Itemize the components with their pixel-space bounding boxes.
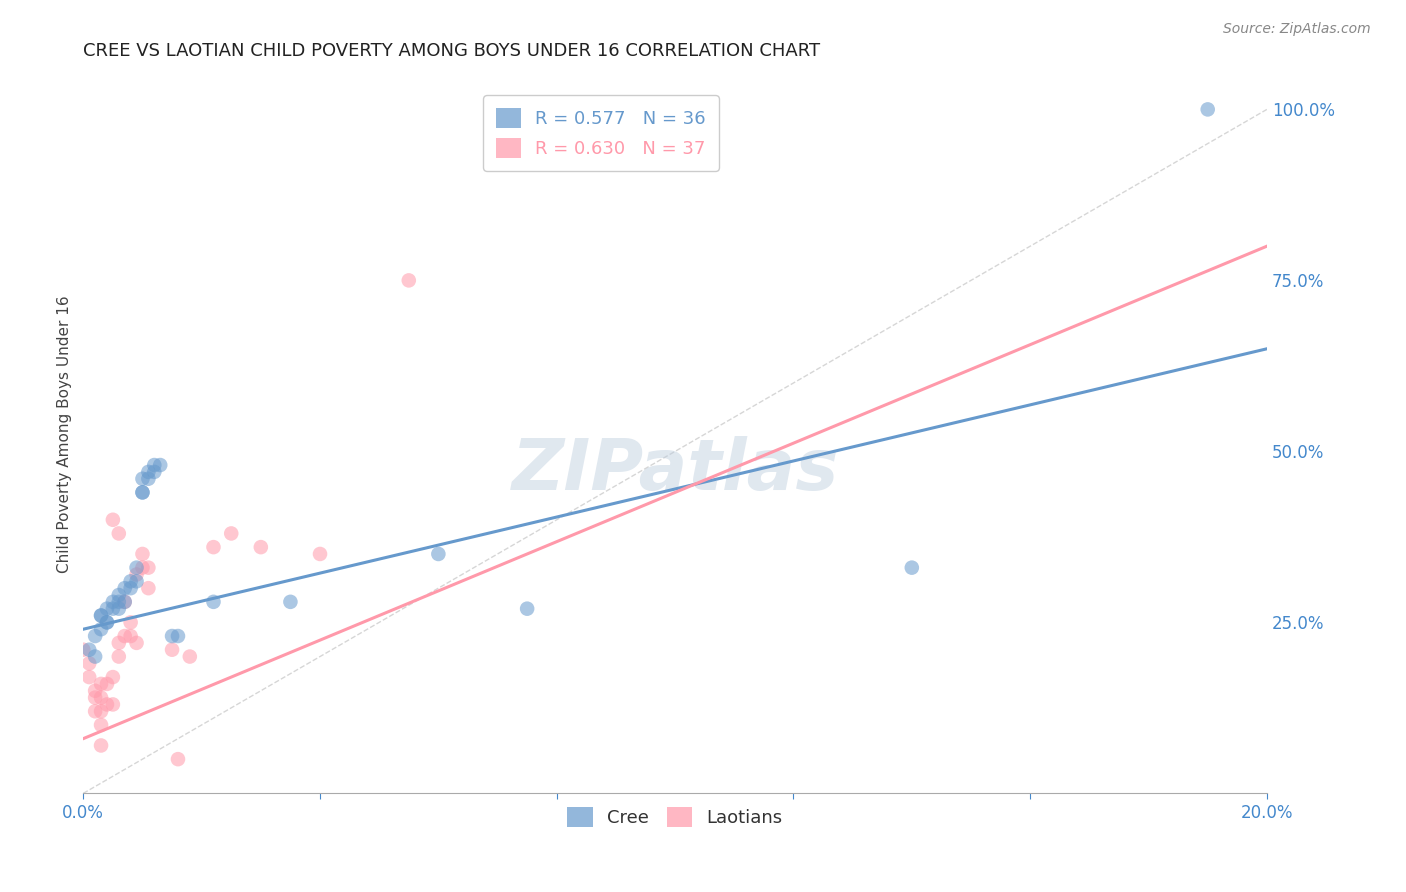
Point: [131, 485, 153, 500]
Point: [202, 595, 225, 609]
Point: [77, 670, 100, 684]
Point: [179, 649, 201, 664]
Point: [167, 752, 190, 766]
Point: [120, 615, 142, 630]
Point: [160, 642, 183, 657]
Point: [138, 560, 160, 574]
Point: [107, 601, 129, 615]
Point: [90, 622, 112, 636]
Point: [107, 636, 129, 650]
Point: [138, 581, 160, 595]
Point: [96, 601, 118, 615]
Point: [101, 513, 124, 527]
Point: [309, 547, 332, 561]
Point: [107, 526, 129, 541]
Point: [96, 698, 118, 712]
Point: [516, 601, 538, 615]
Point: [90, 704, 112, 718]
Point: [114, 629, 136, 643]
Point: [77, 657, 100, 671]
Point: [143, 465, 166, 479]
Point: [131, 547, 153, 561]
Point: [202, 540, 225, 554]
Point: [398, 273, 420, 287]
Point: [125, 636, 148, 650]
Point: [1197, 103, 1219, 117]
Point: [114, 581, 136, 595]
Point: [138, 465, 160, 479]
Point: [167, 629, 190, 643]
Point: [84, 690, 107, 705]
Point: [901, 560, 924, 574]
Point: [90, 608, 112, 623]
Text: CREE VS LAOTIAN CHILD POVERTY AMONG BOYS UNDER 16 CORRELATION CHART: CREE VS LAOTIAN CHILD POVERTY AMONG BOYS…: [83, 42, 821, 60]
Legend: Cree, Laotians: Cree, Laotians: [560, 799, 790, 835]
Text: ZIPatlas: ZIPatlas: [512, 435, 839, 505]
Point: [125, 560, 148, 574]
Point: [131, 560, 153, 574]
Point: [427, 547, 450, 561]
Point: [125, 567, 148, 582]
Point: [107, 588, 129, 602]
Point: [280, 595, 302, 609]
Point: [84, 649, 107, 664]
Point: [84, 704, 107, 718]
Point: [120, 581, 142, 595]
Point: [125, 574, 148, 589]
Point: [90, 739, 112, 753]
Point: [101, 698, 124, 712]
Point: [101, 601, 124, 615]
Point: [101, 595, 124, 609]
Point: [90, 608, 112, 623]
Point: [120, 574, 142, 589]
Point: [149, 458, 172, 472]
Point: [114, 595, 136, 609]
Point: [160, 629, 183, 643]
Y-axis label: Child Poverty Among Boys Under 16: Child Poverty Among Boys Under 16: [58, 295, 72, 573]
Point: [120, 629, 142, 643]
Point: [84, 629, 107, 643]
Point: [72, 642, 94, 657]
Point: [96, 677, 118, 691]
Point: [131, 485, 153, 500]
Point: [96, 615, 118, 630]
Point: [138, 472, 160, 486]
Text: Source: ZipAtlas.com: Source: ZipAtlas.com: [1223, 22, 1371, 37]
Point: [219, 526, 242, 541]
Point: [143, 458, 166, 472]
Point: [90, 718, 112, 732]
Point: [101, 670, 124, 684]
Point: [77, 642, 100, 657]
Point: [107, 649, 129, 664]
Point: [90, 690, 112, 705]
Point: [250, 540, 273, 554]
Point: [107, 595, 129, 609]
Point: [114, 595, 136, 609]
Point: [90, 677, 112, 691]
Point: [131, 472, 153, 486]
Point: [96, 615, 118, 630]
Point: [84, 683, 107, 698]
